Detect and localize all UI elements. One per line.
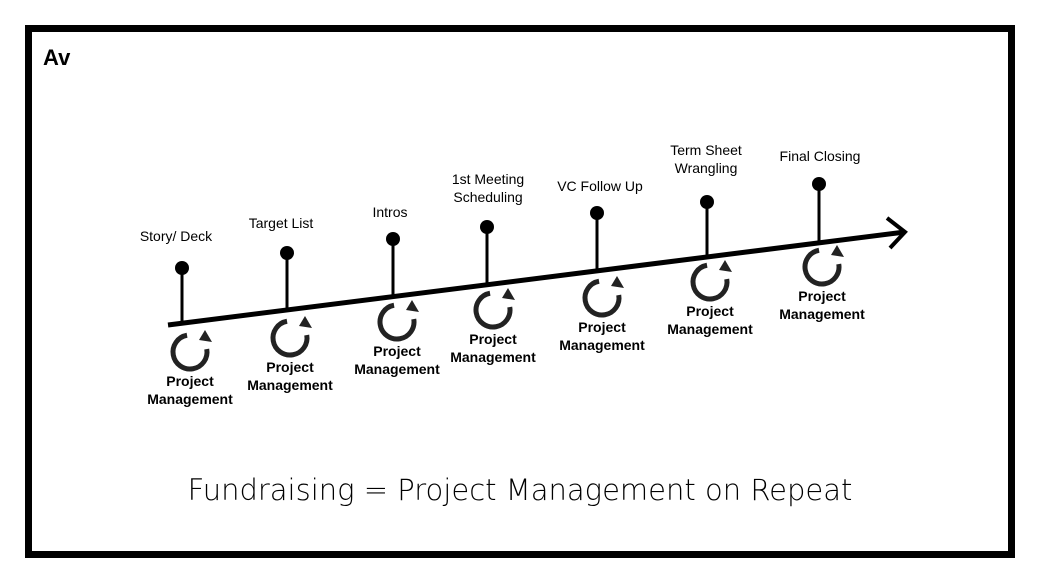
cycle-label: Management: [667, 321, 753, 337]
refresh-arrow-icon: [582, 278, 622, 318]
milestone-dot: [386, 232, 400, 246]
cycle-label: Project: [373, 343, 421, 359]
milestone-label: Term Sheet: [670, 142, 742, 158]
cycle-label: Project: [578, 319, 626, 335]
milestone-label: Wrangling: [675, 160, 738, 176]
cycle-label: Project: [686, 303, 734, 319]
refresh-arrowhead: [831, 245, 844, 257]
milestone-dot: [280, 246, 294, 260]
refresh-arrowhead: [199, 330, 212, 342]
cycle-label: Project: [469, 331, 517, 347]
milestone-dot: [700, 195, 714, 209]
caption: Fundraising = Project Management on Repe…: [187, 473, 853, 507]
refresh-arrowhead: [502, 288, 515, 300]
milestone-label: Final Closing: [780, 148, 861, 164]
milestone-label: Story/ Deck: [140, 228, 213, 244]
diagram-frame: [25, 25, 1015, 558]
arrow-right-icon: [885, 216, 908, 250]
milestone-dot: [812, 177, 826, 191]
milestone-label: VC Follow Up: [557, 178, 643, 194]
milestone-dot: [590, 206, 604, 220]
cycle-label: Project: [266, 359, 314, 375]
refresh-arrow-icon: [690, 262, 730, 302]
refresh-arrowhead: [299, 316, 312, 328]
milestone-label: 1st Meeting: [452, 171, 524, 187]
refresh-arrow-icon: [270, 318, 310, 358]
refresh-arrow-icon: [170, 332, 210, 372]
cycle-label: Management: [147, 391, 233, 407]
cycle-label: Management: [450, 349, 536, 365]
milestone-label: Intros: [372, 204, 407, 220]
refresh-arrowhead: [719, 260, 732, 272]
cycle-label: Management: [247, 377, 333, 393]
cycle-label: Project: [798, 288, 846, 304]
milestone-label: Scheduling: [453, 189, 522, 205]
milestone-dot: [480, 220, 494, 234]
cycle-label: Project: [166, 373, 214, 389]
milestone-dot: [175, 261, 189, 275]
cycle-label: Management: [559, 337, 645, 353]
refresh-arrow-icon: [377, 302, 417, 342]
milestone-label: Target List: [249, 215, 314, 231]
cycle-label: Management: [354, 361, 440, 377]
refresh-arrowhead: [406, 300, 419, 312]
logo: Av: [43, 45, 71, 70]
refresh-arrowhead: [611, 276, 624, 288]
cycle-label: Management: [779, 306, 865, 322]
refresh-arrow-icon: [802, 247, 842, 287]
timeline-axis: [167, 229, 906, 328]
refresh-arrow-icon: [473, 290, 513, 330]
